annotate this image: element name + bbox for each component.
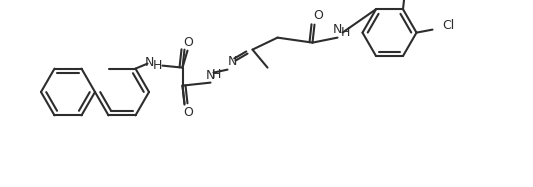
Text: Cl: Cl bbox=[442, 19, 455, 32]
Text: N: N bbox=[333, 23, 342, 36]
Text: H: H bbox=[212, 68, 221, 81]
Text: H: H bbox=[153, 59, 162, 72]
Text: H: H bbox=[341, 26, 350, 39]
Text: O: O bbox=[183, 36, 193, 49]
Text: N: N bbox=[206, 69, 215, 82]
Text: N: N bbox=[145, 56, 154, 69]
Text: O: O bbox=[183, 106, 193, 119]
Text: O: O bbox=[313, 9, 324, 22]
Text: N: N bbox=[228, 55, 237, 68]
